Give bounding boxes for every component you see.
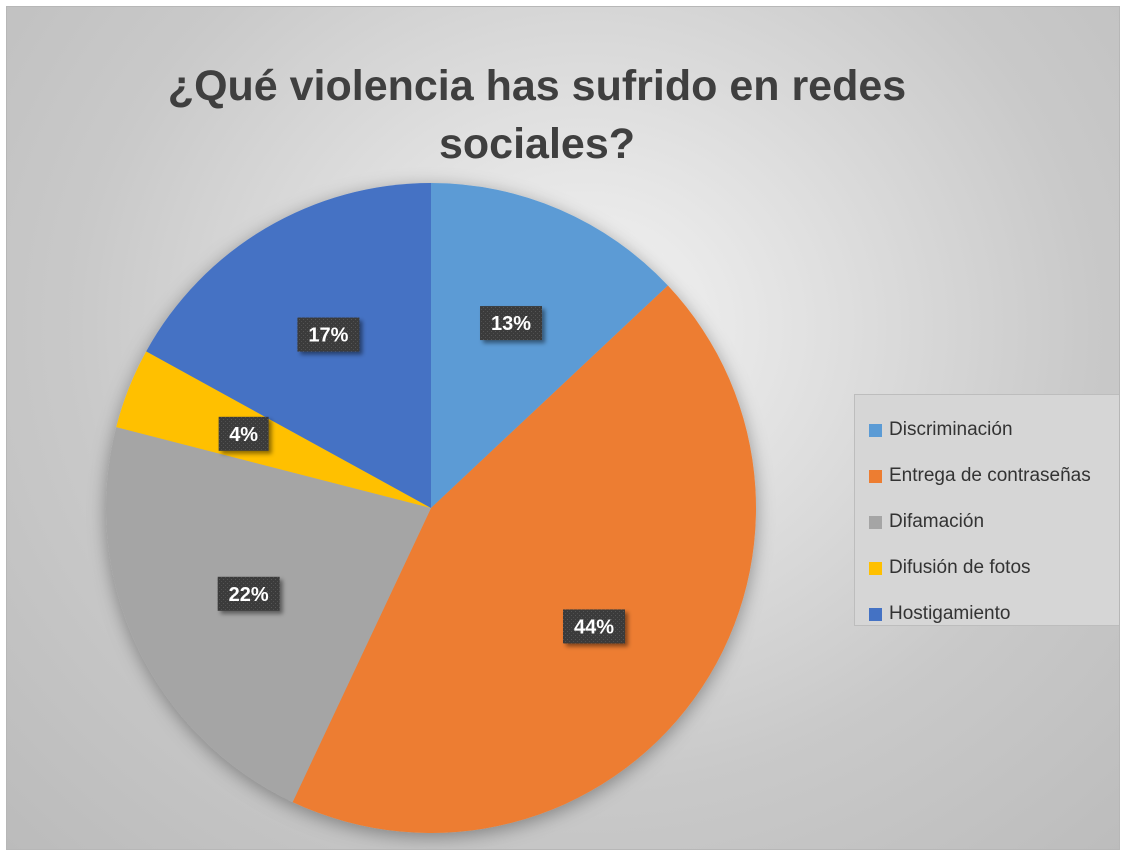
data-label-text: 44%: [574, 616, 614, 638]
pie-slice-difusion-de-fotos: [116, 351, 431, 508]
pie-chart: 13% 44% 22% 4% 17%: [105, 183, 756, 833]
legend-item-discriminacion: Discriminación: [855, 407, 1119, 453]
data-label-box: [218, 416, 269, 451]
pie-slice-difamacion: [105, 427, 432, 803]
legend-swatch-difusion-de-fotos: [869, 561, 882, 575]
legend-label-discriminacion: Discriminación: [889, 419, 1013, 440]
pie-slice-hostigamiento: [146, 183, 432, 508]
chart-area: ¿Qué violencia has sufrido en redes soci…: [6, 6, 1120, 850]
data-label-text: 13%: [491, 313, 531, 335]
data-label-discriminacion: 13%: [480, 306, 543, 341]
pie-slice-discriminacion: [431, 183, 668, 508]
legend-label-hostigamiento: Hostigamiento: [889, 603, 1011, 624]
legend-swatch-discriminacion: [869, 423, 882, 437]
legend: Discriminación Entrega de contraseñas Di…: [854, 394, 1119, 626]
legend-item-entrega-de-contrasenas: Entrega de contraseñas: [855, 453, 1119, 499]
data-label-hostigamiento: 17%: [297, 317, 360, 352]
legend-swatch-hostigamiento: [869, 607, 882, 621]
data-label-entrega-de-contrasenas: 44%: [563, 609, 626, 644]
legend-label-difamacion: Difamación: [889, 511, 985, 532]
chart-title: ¿Qué violencia has sufrido en redes soci…: [7, 57, 1067, 173]
legend-item-hostigamiento: Hostigamiento: [855, 591, 1119, 637]
legend-swatch-entrega-de-contrasenas: [869, 469, 882, 483]
data-label-box: [563, 609, 626, 644]
pie-data-labels: 13% 44% 22% 4% 17%: [217, 306, 626, 644]
data-label-box: [297, 317, 360, 352]
legend-item-difamacion: Difamación: [855, 499, 1119, 545]
pie-slice-entrega-de-contrasenas: [292, 285, 756, 833]
legend-label-difusion-de-fotos: Difusión de fotos: [889, 557, 1031, 578]
data-label-text: 4%: [229, 424, 258, 446]
chart-title-line-1: ¿Qué violencia has sufrido en redes: [167, 62, 907, 110]
data-label-text: 17%: [308, 325, 348, 347]
chart-title-line-2: sociales?: [439, 120, 635, 168]
data-label-text: 22%: [229, 584, 269, 606]
data-label-box: [480, 306, 543, 341]
pie-slices: [105, 183, 756, 833]
data-label-box: [217, 576, 280, 611]
legend-swatch-difamacion: [869, 515, 882, 529]
data-label-difamacion: 22%: [217, 576, 280, 611]
data-label-difusion-de-fotos: 4%: [218, 416, 269, 451]
legend-item-difusion-de-fotos: Difusión de fotos: [855, 545, 1119, 591]
legend-label-entrega-de-contrasenas: Entrega de contraseñas: [889, 465, 1091, 486]
